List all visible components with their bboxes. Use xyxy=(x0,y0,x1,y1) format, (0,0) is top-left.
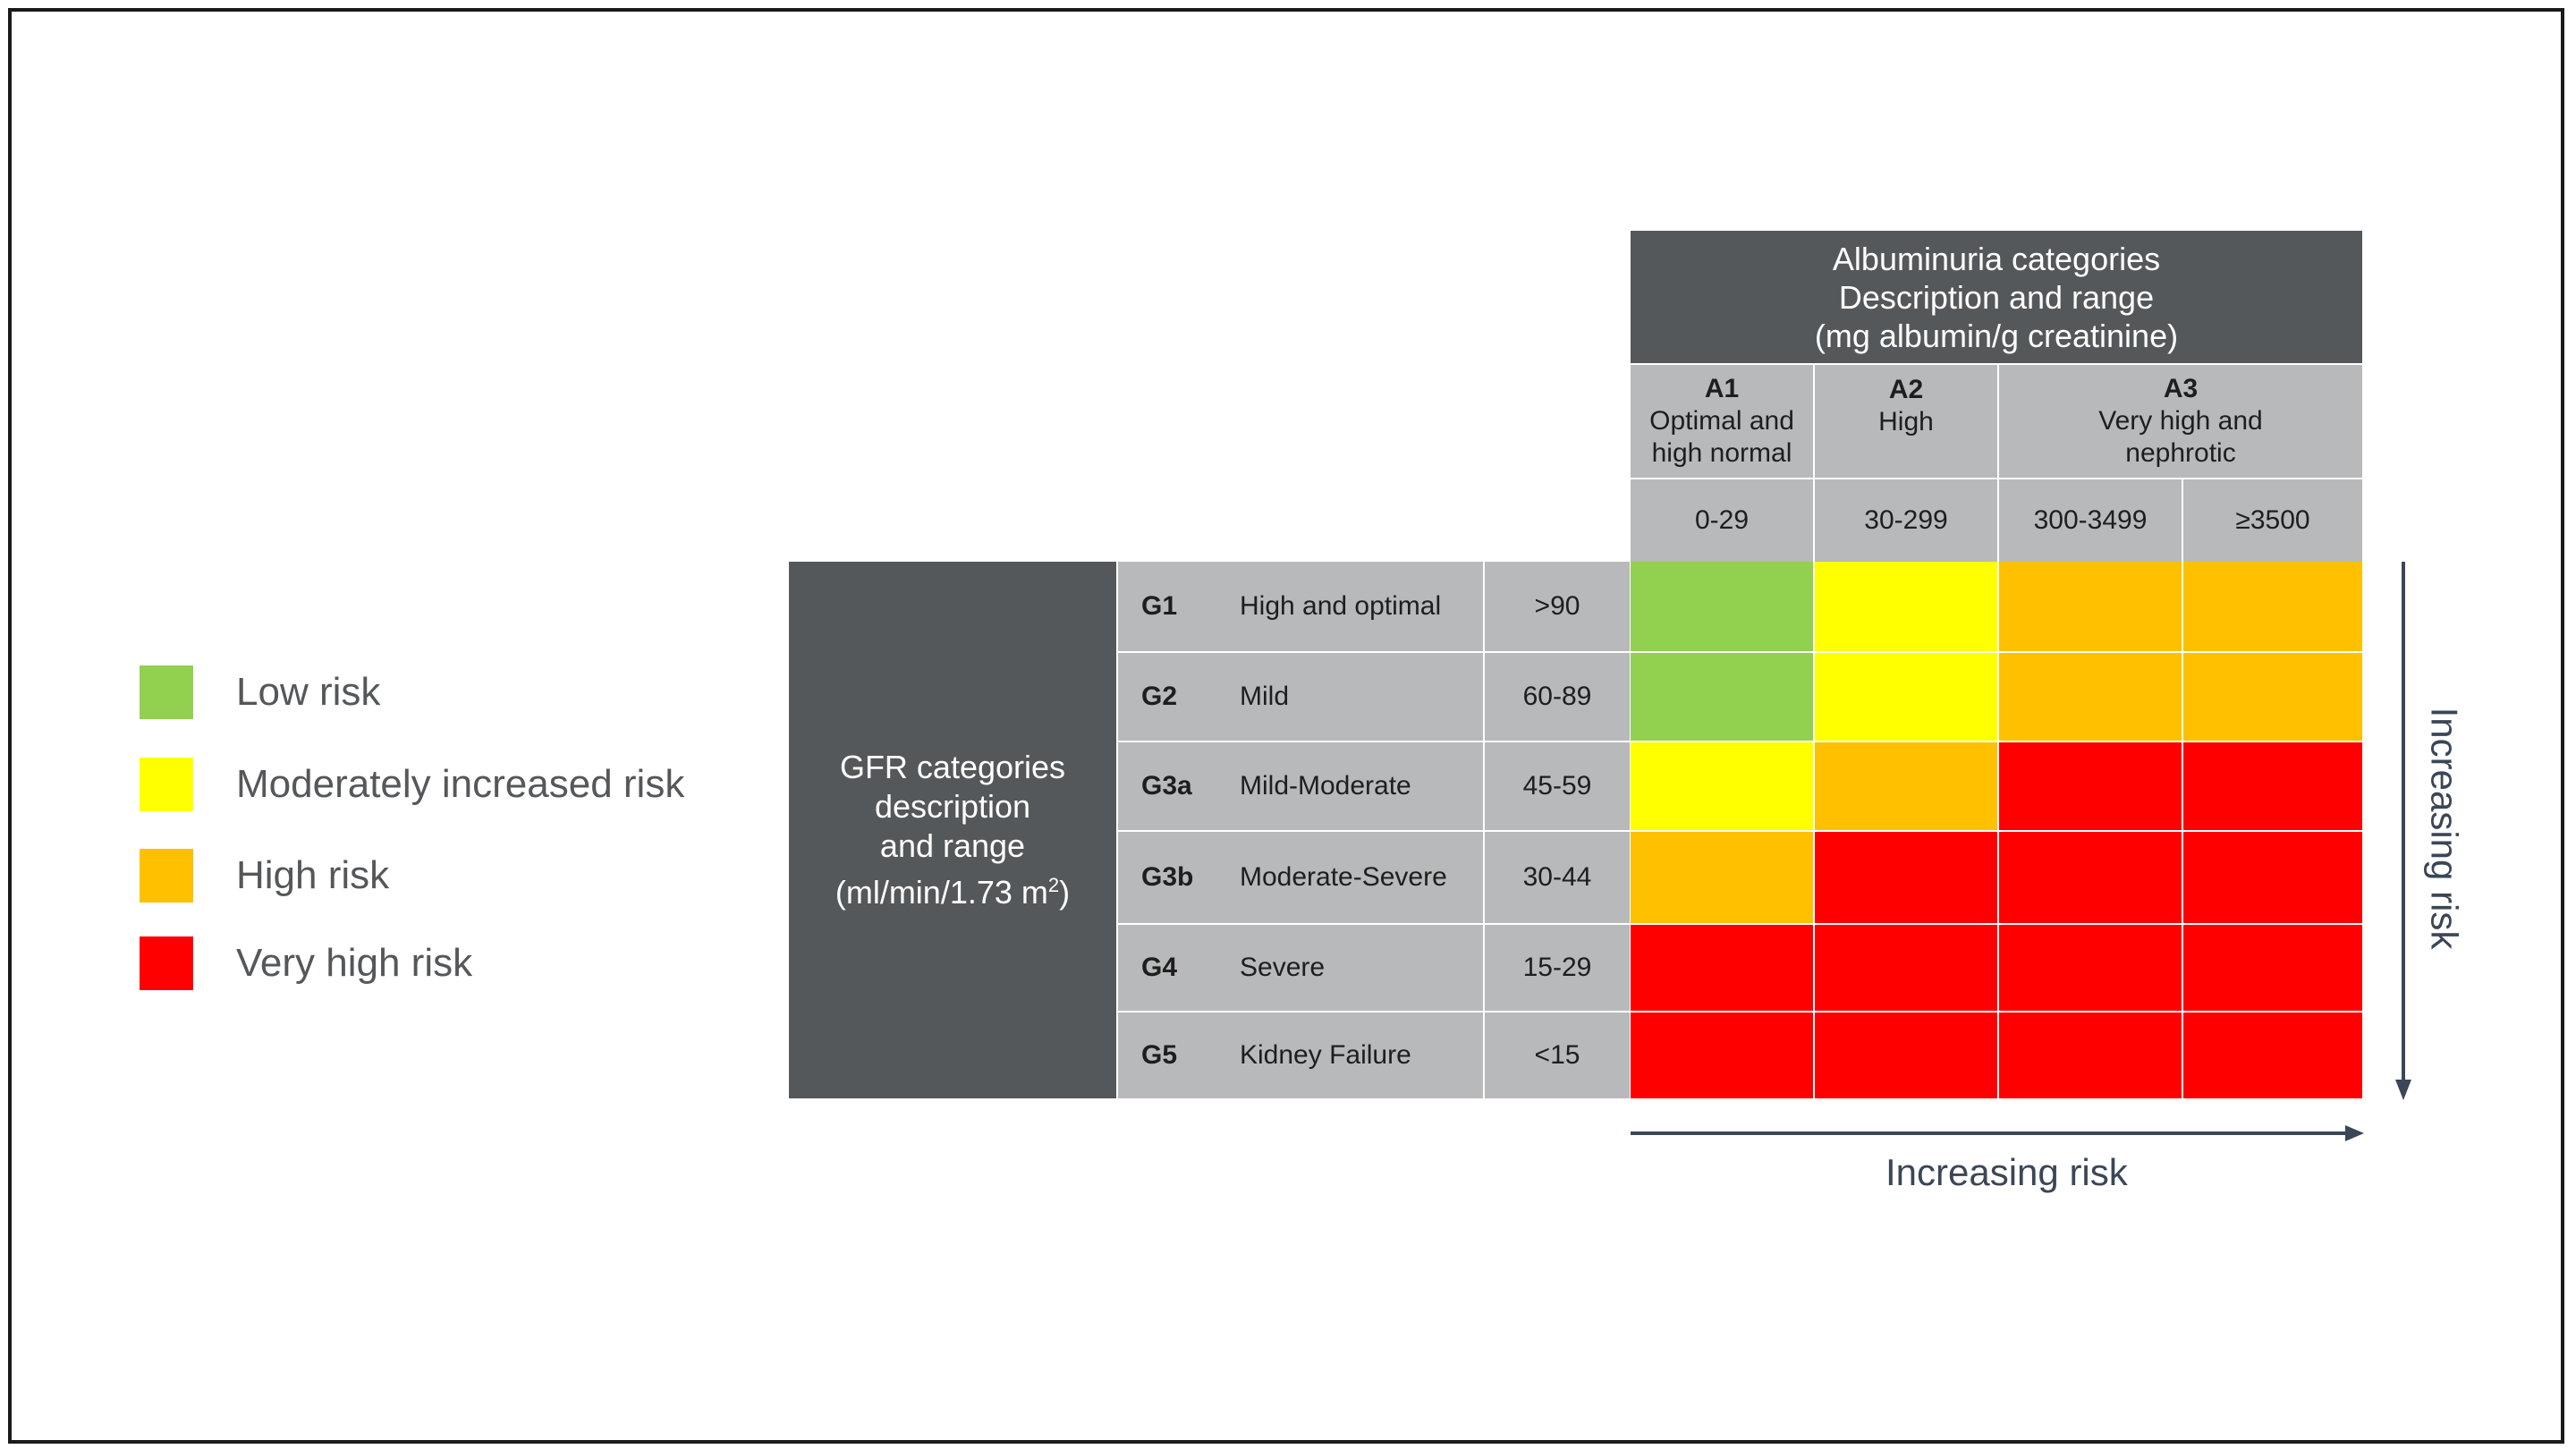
legend-item-high: High risk xyxy=(140,848,389,903)
horizontal-axis-label: Increasing risk xyxy=(1885,1151,2128,1193)
gfr-description: Mild-Moderate xyxy=(1240,771,1411,801)
category-code: A2 xyxy=(1888,375,1924,404)
gfr-row-g3b: G3b Moderate-Severe 30-44 xyxy=(1118,832,1630,923)
risk-cell xyxy=(2183,925,2362,1013)
albuminuria-category-a1: A1 Optimal and high normal xyxy=(1631,365,1813,478)
gfr-divider xyxy=(1483,653,1485,741)
risk-cell xyxy=(1631,832,1815,925)
gfr-row-g1: G1 High and optimal >90 xyxy=(1118,562,1630,651)
risk-cell xyxy=(1815,562,1999,653)
gfr-code: G1 xyxy=(1141,591,1178,621)
gfr-code: G4 xyxy=(1141,953,1178,982)
albuminuria-range-2: 30-299 xyxy=(1815,479,1997,562)
risk-cell xyxy=(1815,653,1999,742)
albuminuria-range-1: 0-29 xyxy=(1631,479,1813,562)
category-description: Very high and xyxy=(2098,406,2263,436)
gfr-divider xyxy=(1483,562,1485,651)
gfr-description: Moderate-Severe xyxy=(1240,862,1447,892)
legend-label-high: High risk xyxy=(236,853,390,897)
category-description: Optimal and xyxy=(1649,406,1794,436)
legend-label-moderate: Moderately increased risk xyxy=(236,762,685,806)
risk-grid xyxy=(1631,562,2362,1098)
gfr-description: Kidney Failure xyxy=(1240,1040,1411,1070)
risk-cell xyxy=(1999,925,2183,1013)
legend-item-moderate: Moderately increased risk xyxy=(140,757,684,812)
gfr-row-g4: G4 Severe 15-29 xyxy=(1118,925,1630,1011)
risk-cell xyxy=(1631,742,1815,832)
risk-cell xyxy=(2183,1013,2362,1098)
gfr-row-g3a: G3a Mild-Moderate 45-59 xyxy=(1118,742,1630,830)
category-code: A1 xyxy=(1704,374,1740,403)
gfr-range: 30-44 xyxy=(1522,862,1592,892)
risk-cell xyxy=(1631,925,1815,1013)
gfr-row-g5: G5 Kidney Failure <15 xyxy=(1118,1013,1630,1098)
gfr-unit-close: ) xyxy=(1059,874,1071,911)
albuminuria-range-4: ≥3500 xyxy=(2183,479,2362,562)
gfr-divider xyxy=(1483,832,1485,923)
legend-label-low: Low risk xyxy=(236,670,381,714)
risk-cell xyxy=(1999,742,2183,832)
risk-cell xyxy=(1815,925,1999,1013)
risk-cell xyxy=(1631,1013,1815,1098)
legend-swatch-low xyxy=(140,665,193,719)
albuminuria-header-line-3: (mg albumin/g creatinine) xyxy=(1814,317,2179,354)
gfr-range: <15 xyxy=(1534,1040,1580,1070)
gfr-row-g2: G2 Mild 60-89 xyxy=(1118,653,1630,741)
legend-swatch-very-high xyxy=(140,936,193,990)
gfr-range: >90 xyxy=(1534,591,1580,621)
albuminuria-category-a3: A3 Very high and nephrotic xyxy=(1999,365,2362,478)
risk-cell xyxy=(2183,653,2362,742)
gfr-range: 15-29 xyxy=(1522,953,1592,982)
risk-cell xyxy=(2183,742,2362,832)
albuminuria-header: Albuminuria categories Description and r… xyxy=(1631,231,2362,363)
risk-cell xyxy=(2183,832,2362,925)
risk-cell xyxy=(1815,832,1999,925)
risk-cell xyxy=(2183,562,2362,653)
gfr-header-line-1: GFR categories xyxy=(839,749,1066,785)
gfr-divider xyxy=(1483,925,1485,1011)
gfr-divider xyxy=(1483,1013,1485,1098)
risk-cell xyxy=(1999,832,2183,925)
risk-cell xyxy=(1999,562,2183,653)
gfr-header-unit: (ml/min/1.73 m2) xyxy=(835,866,1070,912)
gfr-description: High and optimal xyxy=(1240,591,1442,621)
gfr-unit-text: (ml/min/1.73 m xyxy=(835,874,1048,911)
gfr-code: G2 xyxy=(1141,682,1178,711)
gfr-description: Mild xyxy=(1240,682,1290,711)
category-description: High xyxy=(1878,407,1934,436)
gfr-header-line-2: description xyxy=(874,788,1031,825)
risk-cell xyxy=(1815,1013,1999,1098)
legend-item-very-high: Very high risk xyxy=(140,936,472,991)
gfr-code: G3a xyxy=(1141,771,1192,801)
legend-swatch-moderate xyxy=(140,758,193,811)
albuminuria-header-line-2: Description and range xyxy=(1838,278,2155,316)
gfr-header-line-3: and range xyxy=(879,827,1026,864)
gfr-divider xyxy=(1483,742,1485,830)
legend-label-very-high: Very high risk xyxy=(236,941,473,985)
category-description: nephrotic xyxy=(2125,438,2236,468)
gfr-range: 60-89 xyxy=(1522,682,1592,711)
figure-frame xyxy=(8,8,2564,1444)
risk-cell xyxy=(1815,742,1999,832)
gfr-description: Severe xyxy=(1240,953,1326,982)
albuminuria-header-line-1: Albuminuria categories xyxy=(1832,240,2161,277)
gfr-unit-superscript: 2 xyxy=(1047,874,1060,896)
risk-cell xyxy=(1631,653,1815,742)
risk-cell xyxy=(1999,1013,2183,1098)
legend-swatch-high xyxy=(140,849,193,902)
gfr-range: 45-59 xyxy=(1522,771,1592,801)
risk-cell xyxy=(1631,562,1815,653)
legend-item-low: Low risk xyxy=(140,665,380,720)
category-code: A3 xyxy=(2163,374,2199,403)
gfr-code: G5 xyxy=(1141,1040,1178,1070)
gfr-code: G3b xyxy=(1141,862,1194,892)
vertical-axis-label: Increasing risk xyxy=(2423,707,2466,950)
category-description: high normal xyxy=(1651,438,1792,468)
risk-cell xyxy=(1999,653,2183,742)
gfr-header: GFR categories description and range (ml… xyxy=(789,562,1116,1098)
albuminuria-range-3: 300-3499 xyxy=(1999,479,2182,562)
albuminuria-category-a2: A2 High xyxy=(1815,365,1997,478)
